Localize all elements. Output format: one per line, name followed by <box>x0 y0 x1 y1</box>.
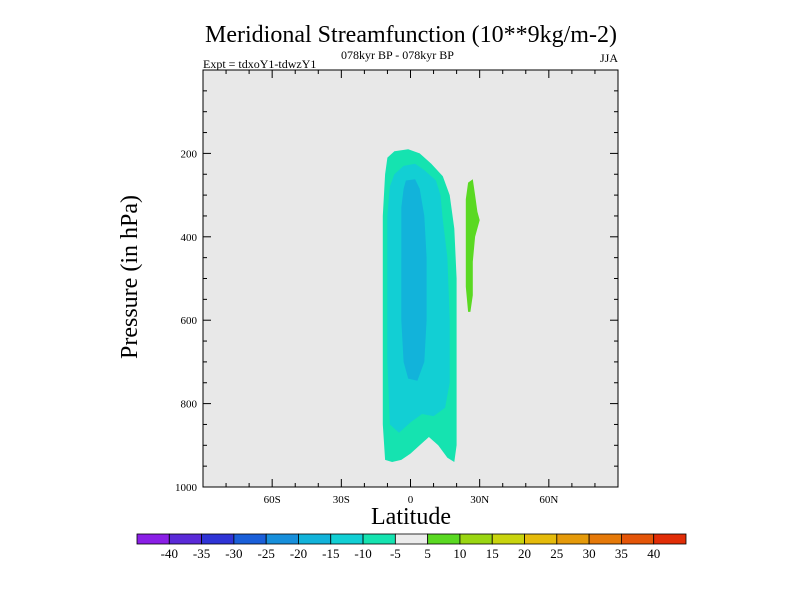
minor-ticks <box>203 70 618 487</box>
contour-layer <box>382 149 480 462</box>
colorbar-swatch <box>524 533 558 545</box>
colorbar-label: -20 <box>290 546 307 561</box>
colorbar-swatch <box>201 533 235 545</box>
colorbar-swatch <box>168 533 202 545</box>
colorbar-swatch <box>265 533 299 545</box>
x-axis-label: Latitude <box>371 504 451 530</box>
colorbar-swatch <box>653 533 687 545</box>
colorbar-label: -25 <box>258 546 275 561</box>
x-tick-label: 30S <box>333 494 350 506</box>
colorbar-swatch <box>588 533 622 545</box>
y-tick-label: 800 <box>181 399 198 411</box>
x-tick-label: 0 <box>408 494 414 506</box>
colorbar-swatch <box>136 533 170 545</box>
y-tick-label: 600 <box>181 315 198 327</box>
colorbar-label: 40 <box>647 546 660 561</box>
colorbar-swatch <box>621 533 655 545</box>
colorbar-label: 30 <box>583 546 596 561</box>
colorbar-label: 25 <box>550 546 563 561</box>
subtitle-right: JJA <box>600 51 618 65</box>
colorbar-swatch <box>556 533 590 545</box>
contour-region-5 <box>465 179 480 312</box>
colorbar-swatch <box>394 533 429 545</box>
colorbar-label: 35 <box>615 546 628 561</box>
x-axis-ticks: 60S 30S 0 30N 60N <box>264 70 558 506</box>
contour-region-neg20 <box>401 179 427 381</box>
colorbar-label: 5 <box>424 546 431 561</box>
colorbar-swatch <box>298 533 332 545</box>
colorbar: -40 -35 -30 -25 -20 -15 -10 -5 5 10 15 20 25 30 35 40 <box>136 533 687 561</box>
colorbar-swatch <box>427 533 461 545</box>
colorbar-label: -10 <box>354 546 371 561</box>
y-tick-label: 1000 <box>175 482 198 494</box>
colorbar-label: -30 <box>225 546 242 561</box>
y-tick-label: 400 <box>181 232 198 244</box>
colorbar-swatch <box>330 533 364 545</box>
colorbar-label: 15 <box>486 546 499 561</box>
y-axis-label: Pressure (in hPa) <box>117 195 143 359</box>
colorbar-swatch <box>459 533 493 545</box>
y-tick-label: 200 <box>181 148 198 160</box>
colorbar-label: -5 <box>390 546 401 561</box>
colorbar-swatch <box>233 533 267 545</box>
subtitle-center: 078kyr BP - 078kyr BP <box>341 48 454 62</box>
colorbar-label: 20 <box>518 546 531 561</box>
x-tick-label: 60S <box>264 494 281 506</box>
colorbar-label: 10 <box>453 546 466 561</box>
colorbar-label: -35 <box>193 546 210 561</box>
colorbar-label: -15 <box>322 546 339 561</box>
colorbar-swatch <box>362 533 396 545</box>
x-tick-label: 30N <box>470 494 489 506</box>
chart-title: Meridional Streamfunction (10**9kg/m-2) <box>205 22 617 48</box>
colorbar-swatch <box>491 533 525 545</box>
colorbar-label: -40 <box>161 546 178 561</box>
subtitle-left: Expt = tdxoY1-tdwzY1 <box>203 57 316 71</box>
x-tick-label: 60N <box>539 494 558 506</box>
y-axis-ticks: 200 400 600 800 1000 <box>175 148 618 494</box>
